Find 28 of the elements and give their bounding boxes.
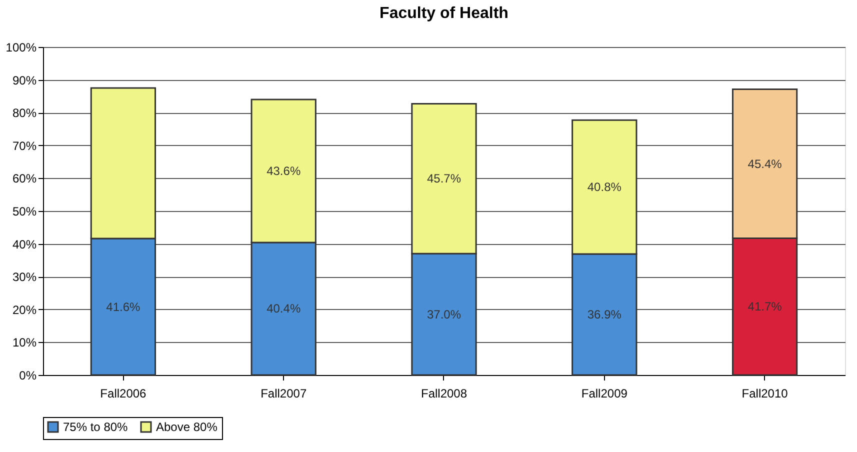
y-tick-label: 20% (12, 302, 37, 317)
y-tick-label: 30% (12, 270, 37, 284)
legend-label: Above 80% (156, 420, 218, 434)
data-label: 37.0% (426, 307, 462, 322)
y-tick-label: 10% (12, 336, 37, 350)
data-label: 40.4% (266, 302, 301, 316)
data-label: 41.7% (748, 300, 782, 314)
y-tick-label: 50% (12, 204, 37, 218)
x-tick-label: Fall2009 (581, 386, 628, 400)
y-tick-label: 60% (12, 172, 37, 186)
x-tick-label: Fall2010 (742, 386, 788, 400)
data-label: 36.9% (587, 307, 622, 322)
x-tick-label: Fall2007 (260, 386, 307, 400)
x-tick-label: Fall2008 (420, 386, 468, 400)
x-tick-label: Fall2006 (100, 386, 147, 400)
data-label: 41.6% (106, 300, 141, 314)
data-label: 45.7% (426, 172, 462, 186)
y-tick-label: 0% (19, 368, 37, 382)
data-label: 40.8% (587, 180, 622, 194)
y-tick-label: 40% (12, 237, 37, 252)
data-label: 43.6% (266, 164, 301, 178)
y-tick-label: 70% (12, 138, 37, 153)
y-tick-label: 80% (12, 106, 37, 120)
chart-title: Faculty of Health (380, 5, 508, 22)
y-tick-label: 90% (12, 73, 37, 88)
y-tick-label: 100% (6, 40, 37, 54)
legend-label: 75% to 80% (63, 420, 128, 434)
data-label: 45.4% (748, 156, 782, 171)
